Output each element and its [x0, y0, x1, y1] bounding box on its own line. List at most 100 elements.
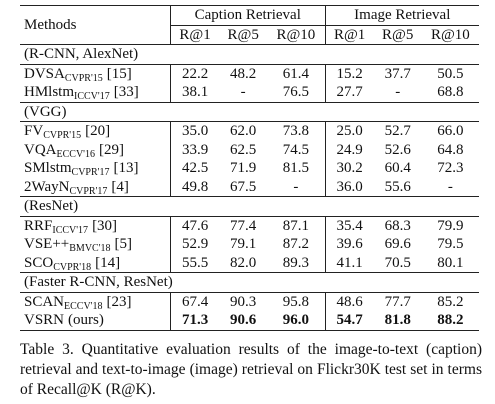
value-cell: 55.6 — [384, 178, 411, 195]
value-cell: 96.0 — [267, 311, 326, 331]
method-cell: 2WayNCVPR'17 [4] — [20, 177, 171, 197]
method-venue: CVPR'15 — [43, 130, 82, 142]
value-cell: 33.9 — [181, 141, 209, 158]
value-cell: 77.4 — [230, 217, 257, 234]
method-ref: [23] — [106, 293, 132, 310]
section-label: (VGG) — [20, 101, 479, 122]
value-cell: 52.6 — [384, 141, 411, 158]
value-cell: 42.5 — [181, 160, 209, 177]
value-cell: 64.8 — [437, 141, 464, 158]
table-caption: Table 3. Quantitative evaluation results… — [20, 341, 482, 398]
value-cell: 81.8 — [373, 311, 422, 331]
value-cell: 77.7 — [384, 293, 411, 310]
method-venue: ECCV'18 — [64, 300, 103, 312]
method-venue: ICCV'17 — [52, 224, 89, 236]
method-cell: SCOCVPR'18 [14] — [20, 253, 171, 273]
method-cell: VQAECCV'16 [29] — [20, 140, 171, 160]
value-cell: 41.1 — [336, 254, 363, 271]
value-cell: 22.2 — [181, 65, 209, 82]
value-cell: 80.1 — [437, 254, 464, 271]
value-cell: 81.5 — [267, 159, 326, 178]
section-label: (R-CNN, AlexNet) — [20, 44, 479, 65]
method-venue: CVPR'18 — [53, 261, 92, 273]
data-row: FVCVPR'15 [20] 35.0 62.0 73.8 25.0 52.7 66.0 — [20, 121, 479, 142]
header-row: Methods Caption Retrieval Image Retrieval — [20, 5, 479, 45]
value-cell: 90.6 — [219, 311, 268, 331]
method-ref: [33] — [113, 84, 139, 101]
method-cell: VSRN (ours) — [20, 311, 171, 331]
value-cell: 37.7 — [384, 65, 411, 82]
value-cell: 67.5 — [230, 178, 257, 195]
method-name: SCAN — [24, 293, 65, 310]
column-header: R@10 — [421, 25, 479, 45]
value-cell: 15.2 — [336, 65, 363, 82]
value-cell: 62.5 — [230, 141, 257, 158]
value-cell: 62.0 — [230, 123, 257, 140]
value-cell: 72.3 — [437, 160, 464, 177]
section-row: (R-CNN, AlexNet) — [20, 44, 479, 65]
value-cell: 35.4 — [336, 217, 363, 234]
value-cell: 79.9 — [437, 217, 464, 234]
method-cell: HMlstmICCV'17 [33] — [20, 83, 171, 102]
method-name: HMlstm — [24, 84, 75, 101]
group-header: Image Retrieval — [325, 5, 479, 26]
method-name: VQA — [24, 141, 57, 158]
value-cell: 73.8 — [267, 121, 326, 141]
data-row: 2WayNCVPR'17 [4] 49.8 67.5-36.0 55.6- — [20, 177, 479, 197]
method-ref: [13] — [113, 160, 139, 177]
value-cell: 30.2 — [336, 160, 363, 177]
section-row: (Faster R-CNN, ResNet) — [20, 272, 479, 293]
column-header: R@1 — [170, 25, 220, 45]
data-row: HMlstmICCV'17 [33] 38.1 - 76.5 27.7 - 68.8 — [20, 83, 479, 102]
data-row: RRFICCV'17 [30] 47.6 77.4 87.1 35.4 68.3 79.9 — [20, 216, 479, 235]
method-venue: BMVC'18 — [69, 243, 111, 255]
column-header: R@5 — [219, 25, 268, 45]
value-cell: - — [240, 84, 246, 101]
value-cell: 67.4 — [181, 293, 209, 310]
section-label: (ResNet) — [20, 196, 479, 217]
value-cell: 79.5 — [437, 236, 464, 253]
value-cell: - — [447, 178, 453, 195]
value-cell: 52.9 — [181, 236, 209, 253]
value-cell: 55.5 — [181, 254, 209, 271]
method-name: SMlstm — [24, 160, 72, 177]
method-venue: CVPR'15 — [64, 72, 103, 84]
method-venue: ECCV'16 — [56, 148, 95, 160]
methods-header: Methods — [20, 5, 171, 45]
data-row: SCOCVPR'18 [14] 55.5 82.0 89.3 41.1 70.5 80.1 — [20, 253, 479, 273]
section-row: (ResNet) — [20, 196, 479, 217]
value-cell: 69.6 — [384, 236, 411, 253]
value-cell: 88.2 — [421, 311, 479, 331]
value-cell: 36.0 — [336, 178, 363, 195]
method-name: VSE++ — [24, 236, 70, 253]
data-row: VSRN (ours) 71.3 90.6 96.0 54.7 81.8 88.2 — [20, 311, 479, 331]
value-cell: 25.0 — [336, 123, 363, 140]
value-cell: 71.9 — [230, 160, 257, 177]
value-cell: - — [267, 177, 326, 197]
method-ref: [29] — [98, 141, 124, 158]
method-venue: ICCV'17 — [74, 91, 110, 103]
method-venue: CVPR'17 — [71, 167, 110, 179]
value-cell: 87.1 — [267, 216, 326, 235]
value-cell: 27.7 — [336, 84, 363, 101]
data-row: SCANECCV'18 [23] 67.4 90.3 95.8 48.6 77.7 85.2 — [20, 292, 479, 311]
value-cell: 50.5 — [437, 65, 464, 82]
value-cell: 49.8 — [181, 178, 209, 195]
section-row: (VGG) — [20, 101, 479, 122]
value-cell: 71.3 — [170, 311, 220, 331]
column-header: R@10 — [267, 25, 326, 45]
value-cell: 76.5 — [267, 83, 326, 102]
method-name: FV — [24, 123, 44, 140]
column-header: R@1 — [325, 25, 374, 45]
section-label: (Faster R-CNN, ResNet) — [20, 272, 479, 293]
value-cell: - — [395, 84, 401, 101]
value-cell: 24.9 — [336, 141, 363, 158]
method-name: 2WayN — [24, 178, 70, 195]
value-cell: 66.0 — [437, 123, 464, 140]
value-cell: 48.6 — [336, 293, 363, 310]
method-ref: [30] — [92, 217, 118, 234]
value-cell: 54.7 — [325, 311, 374, 331]
value-cell: 48.2 — [230, 65, 257, 82]
value-cell: 68.8 — [437, 84, 464, 101]
